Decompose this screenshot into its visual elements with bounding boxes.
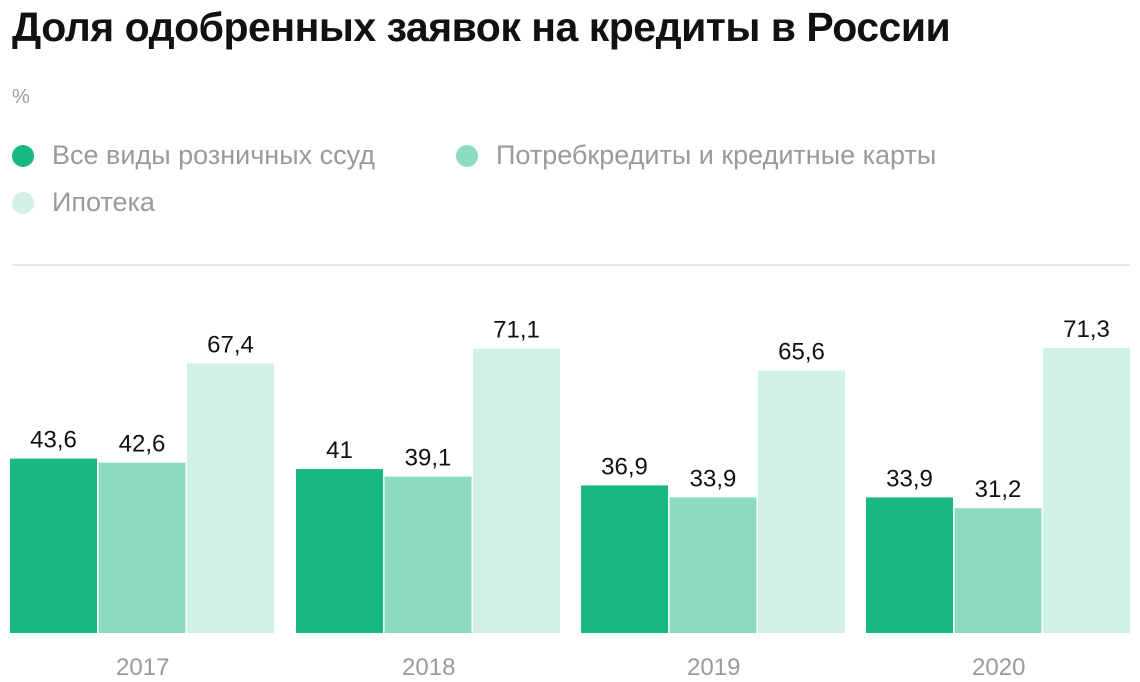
legend-swatch-retail-loans — [12, 144, 34, 167]
value-label-mortgage-2017: 67,4 — [207, 331, 254, 358]
legend-swatch-consumer-credit-cards — [456, 144, 478, 167]
bar-mortgage-2019 — [758, 370, 845, 633]
x-tick-label-2017: 2017 — [116, 654, 169, 681]
bar-consumer-credit-cards-2017 — [98, 462, 186, 633]
bar-retail-loans-2019 — [581, 485, 668, 633]
value-label-consumer-credit-cards-2019: 33,9 — [690, 465, 737, 492]
value-label-consumer-credit-cards-2020: 31,2 — [975, 476, 1022, 503]
bar-retail-loans-2018 — [296, 469, 383, 633]
value-label-retail-loans-2018: 41 — [326, 437, 353, 464]
x-tick-label-2018: 2018 — [402, 654, 455, 681]
x-tick-label-2019: 2019 — [687, 654, 740, 681]
value-label-retail-loans-2019: 36,9 — [601, 453, 648, 480]
legend-item-mortgage: Ипотека — [12, 187, 155, 218]
chart-title: Доля одобренных заявок на кредиты в Росс… — [12, 4, 951, 50]
legend-label-consumer-credit-cards: Потребкредиты и кредитные карты — [496, 140, 937, 170]
legend-label-mortgage: Ипотека — [52, 187, 155, 217]
legend-item-retail-loans: Все виды розничных ссуд — [12, 140, 375, 171]
bar-retail-loans-2017 — [10, 458, 97, 633]
x-tick-label-2020: 2020 — [972, 654, 1025, 681]
value-label-consumer-credit-cards-2018: 39,1 — [405, 445, 452, 472]
divider — [12, 264, 1130, 266]
bar-mortgage-2018 — [473, 348, 560, 633]
value-label-consumer-credit-cards-2017: 42,6 — [119, 431, 166, 458]
bar-consumer-credit-cards-2020 — [954, 508, 1042, 633]
value-label-retail-loans-2020: 33,9 — [886, 465, 933, 492]
legend-swatch-mortgage — [12, 191, 34, 214]
value-label-mortgage-2020: 71,3 — [1063, 316, 1110, 343]
bar-consumer-credit-cards-2019 — [669, 497, 757, 633]
bar-mortgage-2020 — [1043, 347, 1130, 633]
legend-item-consumer-credit-cards: Потребкредиты и кредитные карты — [456, 140, 936, 171]
value-label-mortgage-2019: 65,6 — [778, 339, 825, 366]
value-label-mortgage-2018: 71,1 — [493, 317, 540, 344]
value-label-retail-loans-2017: 43,6 — [30, 427, 77, 454]
unit-label: % — [12, 86, 30, 108]
bar-consumer-credit-cards-2018 — [384, 476, 472, 633]
legend-label-retail-loans: Все виды розничных ссуд — [52, 140, 375, 170]
bar-mortgage-2017 — [187, 363, 274, 633]
bar-retail-loans-2020 — [866, 497, 953, 633]
